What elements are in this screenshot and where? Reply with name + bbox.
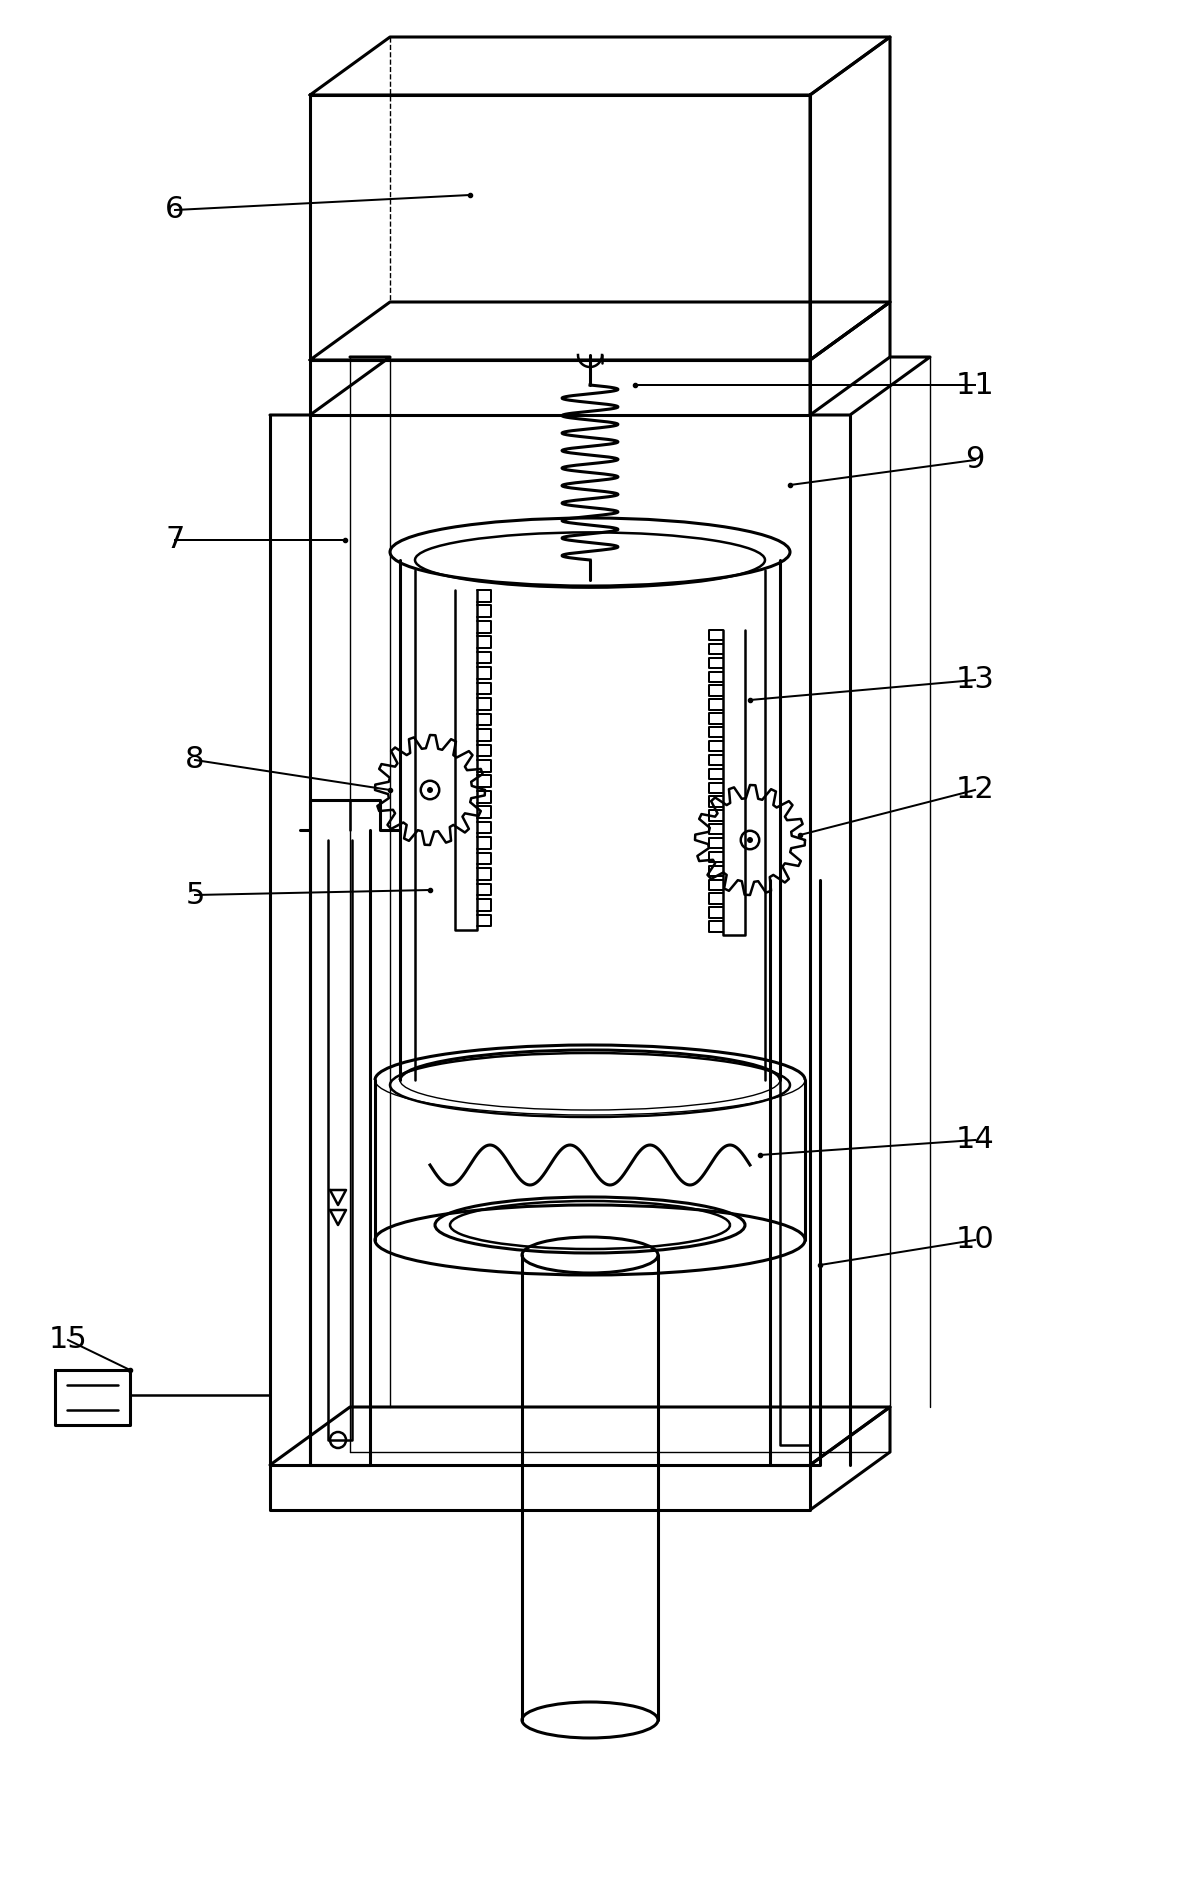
Circle shape xyxy=(741,831,760,850)
Text: 15: 15 xyxy=(49,1325,88,1354)
Text: 14: 14 xyxy=(956,1125,995,1154)
Circle shape xyxy=(427,787,433,793)
Text: 12: 12 xyxy=(956,776,995,804)
Text: 8: 8 xyxy=(185,746,204,774)
Circle shape xyxy=(420,782,439,799)
Text: 9: 9 xyxy=(965,446,985,474)
Circle shape xyxy=(747,836,753,844)
Text: 13: 13 xyxy=(956,665,995,695)
Text: 11: 11 xyxy=(956,370,995,400)
Text: 7: 7 xyxy=(165,525,185,555)
Text: 5: 5 xyxy=(185,880,204,910)
Text: 6: 6 xyxy=(165,196,185,225)
Text: 10: 10 xyxy=(956,1225,995,1254)
